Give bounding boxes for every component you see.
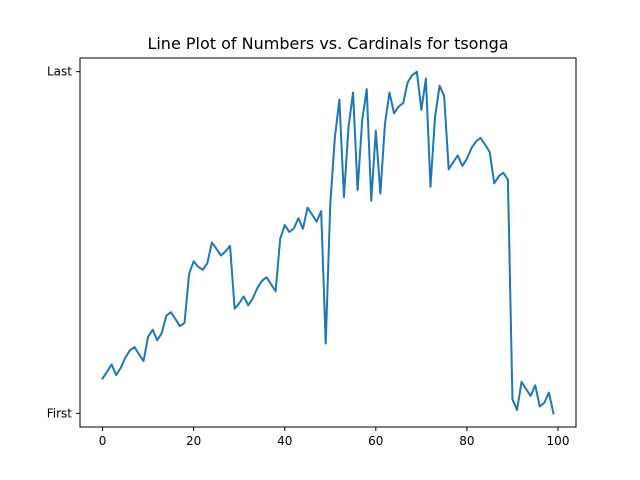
series-layer [101,70,555,415]
axis-ticks-layer: 0 20 40 60 80 100 First Last [47,65,570,448]
x-tick-label: 40 [277,434,292,448]
chart-title: Line Plot of Numbers vs. Cardinals for t… [147,34,508,53]
x-tick-label: 60 [368,434,383,448]
y-tick-label: Last [47,65,72,79]
x-tick-label: 80 [459,434,474,448]
plot-frame [79,57,577,428]
series-line [101,70,555,415]
x-tick-label: 100 [547,434,570,448]
x-tick-label: 20 [186,434,201,448]
y-tick-label: First [47,406,73,420]
x-tick-label: 0 [99,434,107,448]
